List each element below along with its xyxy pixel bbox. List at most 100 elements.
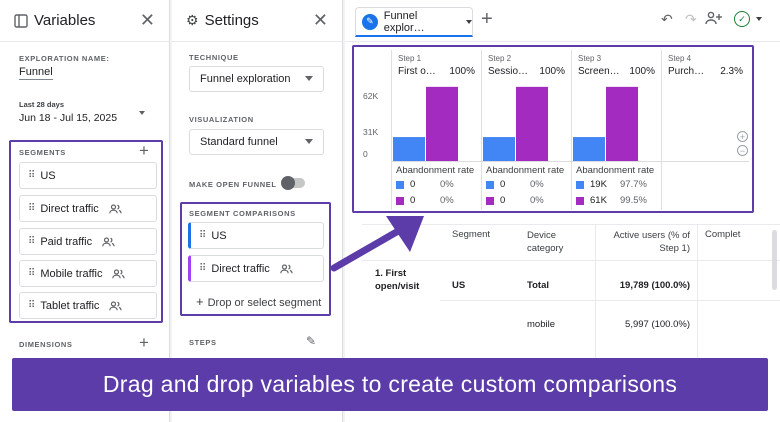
step-name: Screen… — [578, 66, 620, 77]
toggle-knob — [281, 176, 295, 190]
redo-icon[interactable]: ↷ — [685, 11, 697, 27]
users-icon — [109, 300, 123, 310]
baseline — [391, 161, 749, 162]
column-header-segment[interactable]: Segment — [452, 229, 491, 240]
legend-swatch — [396, 196, 404, 205]
col-divider — [697, 224, 698, 358]
drop-hint: Drop or select segment — [207, 297, 322, 309]
header-divider — [362, 260, 780, 261]
segment-chip-direct-traffic[interactable]: ⠿ Direct traffic — [19, 195, 157, 222]
step-percent: 100% — [629, 66, 655, 77]
cell-active-users: 19,789 (100.0%) — [619, 280, 690, 291]
step-name: First o… — [398, 66, 436, 77]
comparison-chip-us[interactable]: ⠿ US — [188, 222, 324, 249]
undo-icon[interactable]: ↶ — [661, 11, 673, 27]
funnel-bars — [393, 86, 638, 161]
add-tab-icon[interactable]: + — [481, 8, 493, 30]
bar-us-step-2[interactable] — [483, 137, 515, 161]
step-percent: 100% — [449, 66, 475, 77]
zoom-in-icon[interactable]: + — [737, 131, 748, 142]
pencil-icon: ✎ — [362, 13, 378, 30]
add-dimension-icon[interactable]: + — [139, 333, 149, 352]
tab-label: Funnel explor… — [383, 9, 425, 34]
segment-chip-mobile-traffic[interactable]: ⠿ Mobile traffic — [19, 260, 157, 287]
segment-chip-paid-traffic[interactable]: ⠿ Paid traffic — [19, 228, 157, 255]
abandonment-value: 19K — [590, 179, 607, 190]
chart-highlight — [352, 45, 754, 213]
abandonment-value: 0 — [410, 179, 416, 190]
scrollbar[interactable] — [772, 230, 777, 290]
abandonment-row: 0 0% — [396, 179, 454, 190]
segment-label: Mobile traffic — [40, 267, 103, 280]
step-name: Sessio… — [488, 66, 529, 77]
step-name: Purch… — [668, 66, 705, 77]
cell-device: mobile — [527, 319, 555, 330]
cell-device: Total — [527, 280, 549, 291]
abandonment-label: Abandonment rate — [576, 165, 655, 176]
drag-handle-icon: ⠿ — [28, 203, 35, 214]
variables-panel: Variables ✕ EXPLORATION NAME: Funnel Las… — [0, 0, 170, 422]
bar-us-step-1[interactable] — [393, 137, 425, 161]
open-funnel-toggle[interactable] — [281, 176, 305, 190]
abandonment-label: Abandonment rate — [396, 165, 475, 176]
bar-us-step-3[interactable] — [573, 137, 605, 161]
segment-comparisons-label: SEGMENT COMPARISONS — [189, 209, 296, 218]
column-header-device-category[interactable]: Device category — [527, 230, 564, 254]
users-icon — [280, 263, 293, 273]
step-percent: 2.3% — [720, 66, 743, 77]
exploration-name-label: EXPLORATION NAME: — [19, 54, 110, 63]
cell-segment: US — [452, 280, 466, 291]
legend-swatch — [576, 180, 584, 189]
close-icon[interactable]: ✕ — [312, 10, 328, 30]
bar-direct-traffic-step-3[interactable] — [606, 86, 638, 161]
zoom-out-icon[interactable]: − — [737, 145, 748, 156]
drop-segment-target[interactable]: + Drop or select segment — [196, 294, 321, 309]
step-number: Step 3 — [578, 54, 602, 63]
technique-dropdown[interactable]: Funnel exploration — [189, 66, 324, 92]
users-icon — [102, 236, 115, 246]
y-tick-label: 62K — [363, 91, 379, 101]
bar-direct-traffic-step-1[interactable] — [426, 86, 458, 161]
abandonment-value: 0 — [500, 195, 506, 206]
drag-handle-icon: ⠿ — [28, 300, 35, 311]
abandonment-row: 0 0% — [486, 195, 544, 206]
comparison-label: Direct traffic — [211, 262, 270, 275]
abandonment-value: 0 — [500, 179, 506, 190]
tab-funnel-exploration[interactable]: ✎ Funnel explor… — [355, 7, 473, 37]
edit-steps-icon[interactable]: ✎ — [306, 334, 317, 348]
abandonment-label: Abandonment rate — [486, 165, 565, 176]
chevron-down-icon — [305, 139, 313, 144]
share-users-icon[interactable] — [705, 11, 723, 28]
check-status-icon[interactable]: ✓ — [734, 11, 750, 27]
technique-value: Funnel exploration — [200, 73, 291, 85]
step-number: Step 4 — [668, 54, 692, 63]
step-number: Step 2 — [488, 54, 512, 63]
segment-label: US — [40, 169, 56, 182]
comparison-chip-direct-traffic[interactable]: ⠿ Direct traffic — [188, 255, 324, 282]
column-header-completion[interactable]: Complet — [705, 229, 741, 240]
abandonment-percent: 0% — [440, 195, 454, 206]
drag-handle-icon: ⠿ — [28, 170, 35, 181]
drag-handle-icon: ⠿ — [28, 236, 35, 247]
abandonment-value: 0 — [410, 195, 416, 206]
add-segment-icon[interactable]: + — [139, 141, 149, 160]
chevron-down-icon[interactable] — [756, 17, 762, 21]
caption-banner: Drag and drop variables to create custom… — [12, 358, 768, 411]
gear-icon: ⚙ — [186, 12, 199, 28]
chevron-down-icon — [139, 111, 145, 115]
date-range-selector[interactable]: Last 28 days Jun 18 - Jul 15, 2025 — [19, 100, 157, 130]
segment-chip-us[interactable]: ⠿ US — [19, 162, 157, 189]
close-icon[interactable]: ✕ — [139, 10, 155, 30]
bar-direct-traffic-step-2[interactable] — [516, 86, 548, 161]
legend-swatch — [486, 180, 494, 189]
visualization-dropdown[interactable]: Standard funnel — [189, 129, 324, 155]
segment-label: Paid traffic — [40, 235, 93, 248]
segment-chip-tablet-traffic[interactable]: ⠿ Tablet traffic — [19, 292, 157, 319]
exploration-name-input[interactable]: Funnel — [19, 66, 53, 80]
column-header-active-users[interactable]: Active users (% of Step 1) — [613, 230, 690, 254]
segments-highlight — [9, 140, 163, 323]
abandonment-percent: 99.5% — [620, 195, 647, 206]
arrow-icon — [330, 216, 424, 272]
users-icon — [112, 268, 126, 278]
chevron-down-icon — [305, 76, 313, 81]
